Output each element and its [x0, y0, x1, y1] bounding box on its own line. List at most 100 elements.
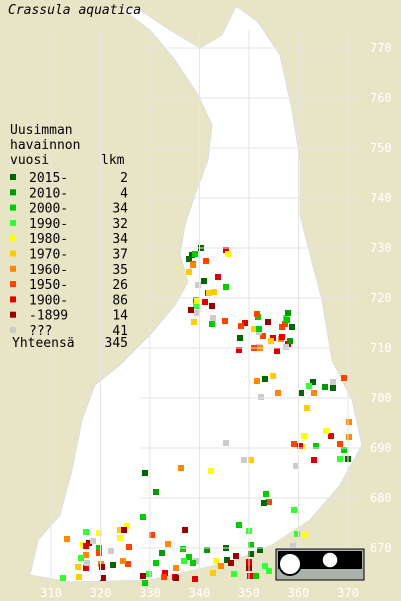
legend-count: 35	[112, 263, 128, 278]
observation-square	[247, 573, 253, 579]
legend-swatch	[10, 235, 16, 242]
observation-square	[124, 523, 130, 529]
observation-square	[108, 548, 114, 554]
observation-square	[254, 311, 260, 317]
observation-square	[125, 561, 131, 567]
observation-square	[337, 456, 343, 462]
observation-square	[262, 376, 268, 382]
observation-square	[289, 324, 295, 330]
observation-square	[96, 550, 102, 556]
observation-square	[60, 575, 66, 581]
legend-swatch	[10, 219, 16, 226]
observation-square	[208, 468, 214, 474]
observation-square	[204, 547, 210, 553]
observation-square	[266, 568, 272, 574]
observation-square	[298, 390, 304, 396]
observation-square	[238, 323, 244, 329]
observation-square	[100, 575, 106, 581]
observation-square	[346, 434, 352, 440]
observation-square	[96, 530, 102, 536]
observation-square	[290, 543, 296, 549]
observation-square	[193, 303, 199, 309]
observation-square	[210, 570, 216, 576]
legend-swatch	[10, 174, 16, 180]
observation-square	[209, 303, 215, 309]
legend-header: havainnon	[10, 138, 80, 153]
legend-label: 2010-	[29, 186, 68, 201]
observation-square	[194, 310, 200, 316]
north-label: 690	[370, 441, 392, 455]
north-label: 740	[370, 191, 392, 205]
observation-square	[159, 550, 165, 556]
legend-count: 26	[112, 278, 128, 293]
observation-square	[223, 440, 229, 446]
legend-label: ???	[29, 324, 52, 339]
observation-square	[265, 319, 271, 325]
observation-square	[253, 573, 259, 579]
observation-square	[274, 348, 280, 354]
north-label: 750	[370, 141, 392, 155]
observation-square	[180, 546, 186, 552]
north-label: 670	[370, 541, 392, 555]
legend-swatch	[10, 189, 16, 196]
observation-square	[223, 284, 229, 290]
observation-square	[110, 562, 116, 568]
north-label: 700	[370, 391, 392, 405]
legend-label: 1990-	[29, 217, 68, 232]
observation-square	[165, 541, 171, 547]
observation-square	[283, 344, 289, 350]
legend-count: 32	[112, 217, 128, 232]
observation-square	[209, 321, 215, 327]
observation-square	[291, 507, 297, 513]
observation-square	[297, 443, 303, 449]
east-label: 370	[337, 586, 359, 600]
north-label: 760	[370, 91, 392, 105]
observation-square	[83, 565, 89, 571]
observation-square	[306, 383, 312, 389]
legend-label: 1970-	[29, 248, 68, 263]
north-label: 720	[370, 291, 392, 305]
legend-count: 37	[112, 248, 128, 263]
east-label: 310	[40, 586, 62, 600]
observation-square	[201, 278, 207, 284]
observation-square	[186, 554, 192, 560]
observation-square	[64, 536, 70, 542]
observation-square	[311, 390, 317, 396]
observation-square	[275, 390, 281, 396]
legend-count: 14	[112, 309, 128, 324]
legend-count: 4	[120, 186, 128, 201]
legend-label: 1960-	[29, 263, 68, 278]
observation-square	[120, 558, 126, 564]
observation-square	[140, 514, 146, 520]
observation-square	[192, 576, 198, 582]
observation-square	[263, 491, 269, 497]
observation-square	[182, 527, 188, 533]
observation-square	[190, 560, 196, 566]
observation-square	[341, 447, 347, 453]
observation-square	[202, 299, 208, 305]
observation-square	[99, 564, 105, 570]
observation-square	[83, 543, 89, 549]
observation-square	[146, 571, 152, 577]
north-label: 770	[370, 41, 392, 55]
observation-square	[284, 317, 290, 323]
observation-square	[228, 560, 234, 566]
observation-square	[149, 532, 155, 538]
observation-square	[117, 535, 123, 541]
observation-square	[76, 574, 82, 580]
observation-square	[236, 522, 242, 528]
observation-squares	[60, 245, 352, 586]
observation-square	[251, 326, 257, 332]
legend-header: Uusimman	[10, 123, 73, 138]
observation-square	[256, 326, 262, 332]
observation-square	[287, 338, 293, 344]
observation-square	[153, 560, 159, 566]
east-label: 350	[238, 586, 260, 600]
observation-square	[310, 379, 316, 385]
legend-count: 41	[112, 324, 128, 339]
observation-square	[223, 247, 229, 253]
observation-square	[323, 428, 329, 434]
observation-square	[330, 385, 336, 391]
observation-square	[233, 553, 239, 559]
observation-square	[188, 307, 194, 313]
